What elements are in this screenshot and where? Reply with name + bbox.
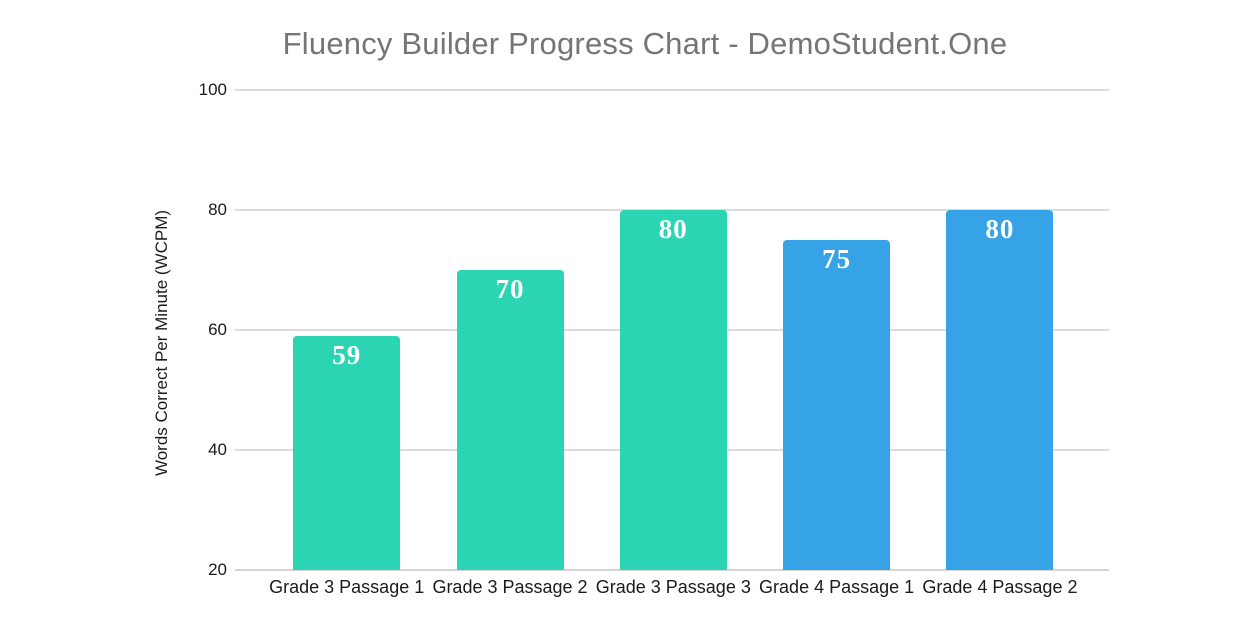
bar-value-label: 75 — [822, 244, 852, 274]
y-tick-label: 40 — [208, 440, 227, 459]
x-axis-baseline — [235, 569, 1109, 571]
plot-area: 100 80 60 40 20 59 Grade 3 Passage 1 70 Grade 3 … — [199, 80, 1109, 597]
bar-value-label: 70 — [495, 274, 525, 304]
x-tick-label: Grade 3 Passage 2 — [432, 577, 588, 597]
x-tick-label: Grade 4 Passage 1 — [759, 577, 915, 597]
gridline — [235, 89, 1109, 91]
x-tick-label: Grade 3 Passage 3 — [595, 577, 751, 597]
y-tick-label: 60 — [208, 320, 227, 339]
bar-value-label: 80 — [985, 214, 1015, 244]
bar-value-label: 80 — [658, 214, 688, 244]
y-tick-label: 100 — [198, 80, 227, 99]
bar-value-label: 59 — [332, 340, 362, 370]
x-tick-label: Grade 4 Passage 2 — [922, 577, 1078, 597]
bar: 59 — [293, 336, 401, 570]
bar: 80 — [619, 210, 727, 570]
y-tick-label: 20 — [208, 560, 227, 579]
bar: 80 — [946, 210, 1054, 570]
chart-title: Fluency Builder Progress Chart - DemoStu… — [282, 26, 1008, 61]
y-tick-label: 80 — [208, 200, 227, 219]
x-tick-label: Grade 3 Passage 1 — [269, 577, 425, 597]
y-axis-title: Words Correct Per Minute (WCPM) — [152, 209, 171, 477]
bar: 70 — [456, 270, 564, 570]
bar: 75 — [783, 240, 891, 570]
